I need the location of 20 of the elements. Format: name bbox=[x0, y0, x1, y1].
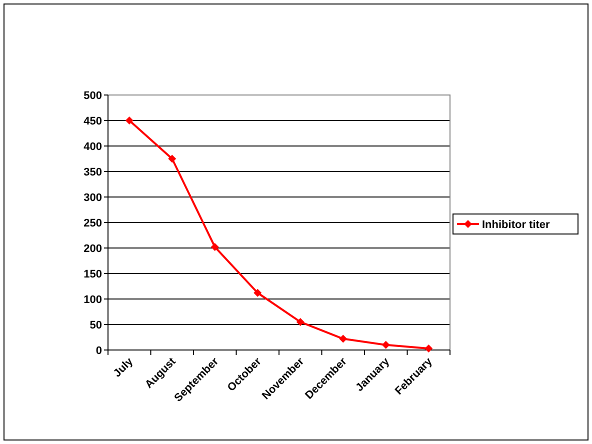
y-tick-label: 450 bbox=[84, 115, 102, 128]
y-tick-label: 350 bbox=[84, 166, 102, 178]
point bbox=[210, 242, 219, 251]
y-tick-label: 200 bbox=[84, 242, 102, 255]
y-tick-label: 0 bbox=[96, 344, 102, 357]
point bbox=[339, 334, 348, 343]
y-tick-label: 100 bbox=[84, 294, 102, 306]
point bbox=[168, 154, 176, 163]
y-tick-label: 500 bbox=[84, 90, 102, 102]
y-tick-label: 50 bbox=[90, 319, 102, 332]
point bbox=[125, 116, 134, 124]
point bbox=[254, 288, 262, 297]
point bbox=[424, 344, 433, 352]
y-tick-label: 300 bbox=[84, 192, 102, 204]
point bbox=[296, 318, 304, 326]
y-tick-label: 250 bbox=[84, 217, 102, 230]
y-tick-label: 400 bbox=[84, 140, 102, 153]
point bbox=[382, 340, 390, 349]
legend-label: Inhibitor titer bbox=[482, 218, 551, 231]
y-tick-label: 150 bbox=[84, 268, 102, 280]
